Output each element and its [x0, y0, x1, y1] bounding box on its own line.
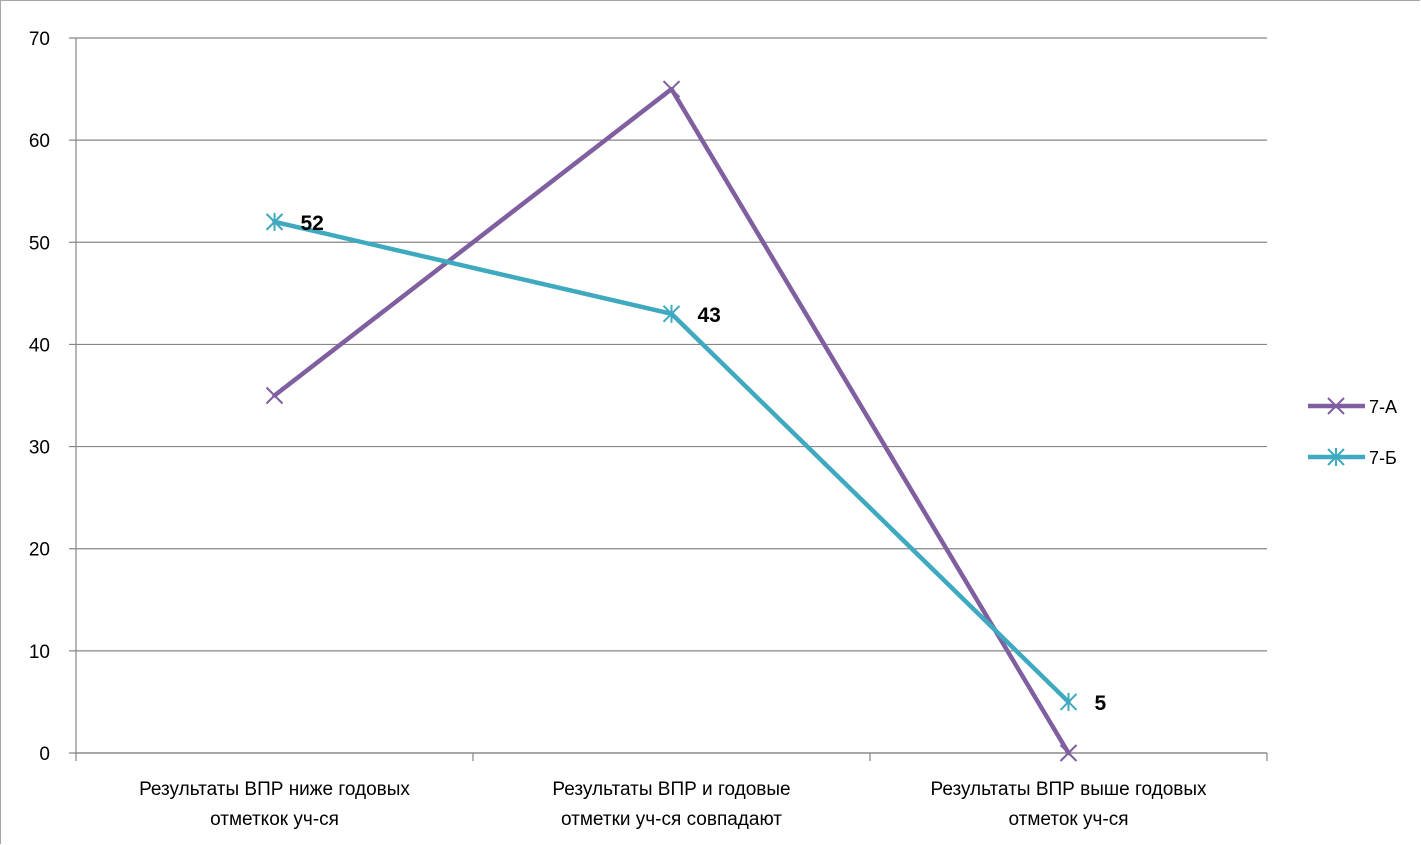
legend-label-1: 7-Б: [1369, 448, 1397, 468]
y-tick-label-30: 30: [29, 438, 50, 459]
legend-label-0: 7-А: [1369, 397, 1397, 417]
y-tick-label-10: 10: [29, 642, 50, 663]
x-category-label-line: Результаты ВПР выше годовых: [930, 779, 1207, 800]
x-category-label-line: отметок уч-ся: [1008, 809, 1128, 830]
x-category-label-2: Результаты ВПР выше годовых отметок уч-ся: [930, 779, 1207, 830]
legend-swatch-marker-0-stroke: [1327, 397, 1345, 415]
series-0-point-1: [662, 80, 681, 98]
series-0-point-2-stroke: [1059, 744, 1078, 762]
x-category-label-line: отметкок уч-ся: [210, 809, 339, 830]
x-category-label-line: отметки уч-ся совпадают: [561, 809, 782, 830]
y-tick-label-70: 70: [29, 29, 50, 50]
series-1-point-2: [1059, 692, 1078, 711]
x-category-label-1: Результаты ВПР и годовые отметки уч-ся со…: [552, 779, 790, 830]
series-1-data-label-0: 52: [301, 212, 324, 235]
legend-swatch-marker-0: [1327, 397, 1345, 415]
x-category-label-line: Результаты ВПР и годовые: [552, 779, 790, 800]
x-category-label-line: Результаты ВПР ниже годовых: [139, 779, 410, 800]
series-line-1: [272, 219, 1071, 705]
series-0-point-0: [265, 386, 284, 405]
y-tick-label-60: 60: [29, 131, 50, 152]
series-line-0: [272, 86, 1071, 756]
series-1-point-1: [662, 304, 681, 323]
y-tick-label-50: 50: [29, 233, 50, 254]
series-1-point-0: [265, 212, 284, 231]
series-0-point-1-stroke: [662, 80, 681, 98]
y-tick-label-0: 0: [39, 744, 50, 765]
series-0-point-2: [1059, 744, 1078, 762]
legend-swatch-marker-1: [1327, 448, 1345, 466]
series-1-data-label-2: 5: [1095, 692, 1107, 715]
series-1-data-label-1: 43: [698, 304, 721, 327]
y-tick-label-40: 40: [29, 335, 50, 356]
y-tick-label-20: 20: [29, 540, 50, 561]
series-0-point-0-stroke: [265, 386, 284, 405]
x-category-label-0: Результаты ВПР ниже годовых отметкок уч-с…: [139, 779, 410, 830]
